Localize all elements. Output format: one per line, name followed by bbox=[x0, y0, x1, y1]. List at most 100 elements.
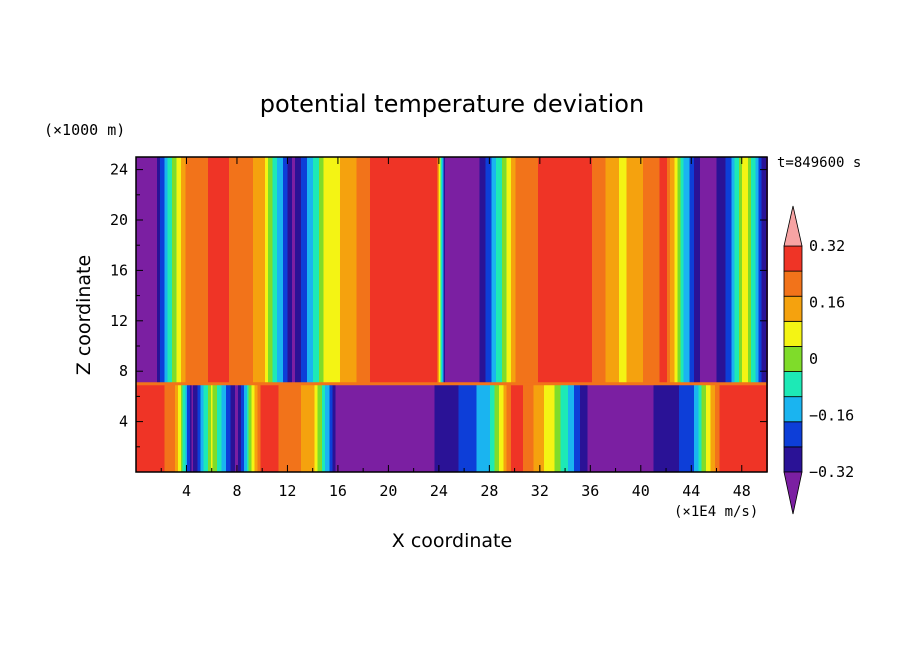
upper-cell bbox=[514, 157, 516, 384]
upper-cell bbox=[673, 157, 675, 384]
upper-cell bbox=[535, 157, 537, 384]
lower-cell bbox=[263, 383, 266, 472]
upper-cell bbox=[283, 157, 285, 384]
upper-cell bbox=[307, 157, 309, 384]
upper-cell bbox=[278, 157, 281, 384]
lower-cell bbox=[463, 383, 465, 472]
lower-cell bbox=[176, 383, 179, 472]
time-label: t=849600 s bbox=[777, 155, 861, 171]
upper-cell bbox=[295, 157, 297, 384]
lower-cell bbox=[410, 383, 413, 472]
upper-cell bbox=[574, 157, 576, 384]
upper-cell bbox=[263, 157, 266, 384]
upper-cell bbox=[509, 157, 512, 384]
upper-cell bbox=[442, 157, 444, 384]
upper-cell bbox=[374, 157, 377, 384]
upper-cell bbox=[386, 157, 389, 384]
lower-cell bbox=[181, 383, 183, 472]
upper-cell bbox=[293, 157, 296, 384]
upper-cell bbox=[659, 157, 662, 384]
lower-cell bbox=[307, 383, 309, 472]
y-tick-label: 16 bbox=[110, 261, 128, 279]
lower-cell bbox=[712, 383, 714, 472]
lower-cell bbox=[635, 383, 638, 472]
lower-cell bbox=[179, 383, 182, 472]
upper-cell bbox=[500, 157, 503, 384]
lower-cell bbox=[641, 383, 644, 472]
lower-cell bbox=[644, 383, 647, 472]
upper-cell bbox=[253, 157, 255, 384]
lower-cell bbox=[365, 383, 368, 472]
upper-cell bbox=[352, 157, 354, 384]
upper-cell bbox=[407, 157, 410, 384]
upper-cell bbox=[350, 157, 353, 384]
upper-cell bbox=[607, 157, 609, 384]
lower-cell bbox=[218, 383, 221, 472]
lower-cell bbox=[277, 383, 279, 472]
lower-cell bbox=[616, 383, 618, 472]
upper-cell bbox=[310, 157, 312, 384]
upper-cell bbox=[466, 157, 468, 384]
lower-cell bbox=[230, 383, 233, 472]
lower-cell bbox=[601, 383, 603, 472]
lower-cell bbox=[457, 383, 459, 472]
upper-cell bbox=[716, 157, 719, 384]
lower-cell bbox=[382, 383, 384, 472]
lower-cell bbox=[313, 383, 315, 472]
lower-cell bbox=[187, 383, 189, 472]
lower-cell bbox=[346, 383, 348, 472]
upper-cell bbox=[412, 157, 414, 384]
lower-cell bbox=[245, 383, 248, 472]
upper-cell bbox=[557, 157, 560, 384]
colorbar: 0.32 0.16 0 −0.16 −0.32 bbox=[783, 205, 854, 515]
lower-cell bbox=[304, 383, 306, 472]
upper-cell bbox=[287, 157, 290, 384]
upper-cell bbox=[736, 157, 738, 384]
lower-cell bbox=[224, 383, 227, 472]
upper-cell bbox=[697, 157, 699, 384]
upper-cell bbox=[473, 157, 476, 384]
upper-cell bbox=[385, 157, 387, 384]
lower-cell bbox=[740, 383, 743, 472]
lower-cell bbox=[211, 383, 213, 472]
upper-cell bbox=[734, 157, 737, 384]
lower-cell bbox=[575, 383, 578, 472]
lower-cell bbox=[146, 383, 149, 472]
lower-cell bbox=[394, 383, 396, 472]
upper-cell bbox=[260, 157, 263, 384]
upper-cell bbox=[478, 157, 480, 384]
lower-cell bbox=[551, 383, 554, 472]
lower-cell bbox=[631, 383, 633, 472]
upper-cell bbox=[233, 157, 236, 384]
colorbar-max-triangle bbox=[783, 205, 803, 247]
upper-cell bbox=[575, 157, 578, 384]
lower-cell bbox=[268, 383, 270, 472]
lower-cell bbox=[478, 383, 480, 472]
lower-cell bbox=[226, 383, 228, 472]
lower-cell bbox=[574, 383, 576, 472]
lower-cell bbox=[577, 383, 579, 472]
lower-cell bbox=[544, 383, 546, 472]
upper-cell bbox=[677, 157, 680, 384]
lower-cell bbox=[296, 383, 299, 472]
upper-cell bbox=[670, 157, 672, 384]
upper-cell bbox=[539, 157, 542, 384]
upper-cell bbox=[326, 157, 329, 384]
lower-cell bbox=[332, 383, 335, 472]
upper-cell bbox=[280, 157, 282, 384]
lower-cell bbox=[760, 383, 762, 472]
upper-cell bbox=[382, 157, 384, 384]
colorbar-swatch bbox=[783, 396, 803, 423]
upper-cell bbox=[626, 157, 629, 384]
upper-cell bbox=[751, 157, 753, 384]
lower-cell bbox=[206, 383, 209, 472]
upper-cell bbox=[232, 157, 234, 384]
lower-cell bbox=[506, 383, 509, 472]
lower-cell bbox=[445, 383, 447, 472]
upper-cell bbox=[508, 157, 510, 384]
lower-cell bbox=[311, 383, 314, 472]
upper-cell bbox=[743, 157, 746, 384]
lower-cell bbox=[271, 383, 273, 472]
lower-cell bbox=[490, 383, 492, 472]
lower-cell bbox=[554, 383, 557, 472]
